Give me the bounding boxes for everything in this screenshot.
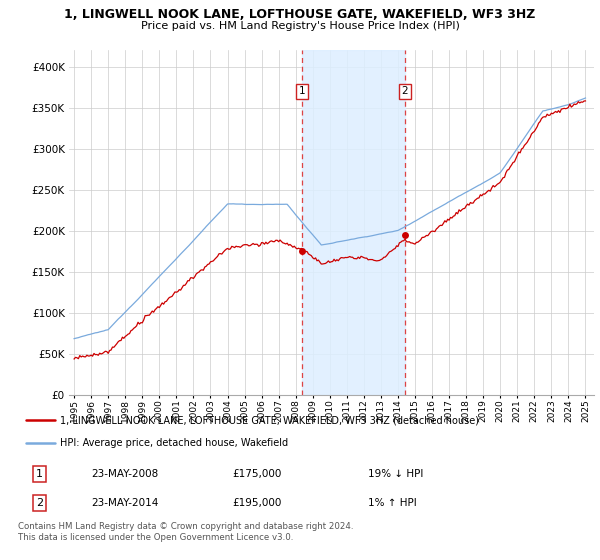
Text: £175,000: £175,000 xyxy=(232,469,281,479)
Text: Contains HM Land Registry data © Crown copyright and database right 2024.: Contains HM Land Registry data © Crown c… xyxy=(18,522,353,531)
Bar xyxy=(302,50,404,395)
Text: 1, LINGWELL NOOK LANE, LOFTHOUSE GATE, WAKEFIELD, WF3 3HZ (detached house): 1, LINGWELL NOOK LANE, LOFTHOUSE GATE, W… xyxy=(60,416,479,426)
Text: 1, LINGWELL NOOK LANE, LOFTHOUSE GATE, WAKEFIELD, WF3 3HZ: 1, LINGWELL NOOK LANE, LOFTHOUSE GATE, W… xyxy=(64,8,536,21)
Text: 2: 2 xyxy=(401,86,408,96)
Text: 1% ↑ HPI: 1% ↑ HPI xyxy=(368,498,416,508)
Text: 23-MAY-2014: 23-MAY-2014 xyxy=(91,498,158,508)
Text: 23-MAY-2008: 23-MAY-2008 xyxy=(91,469,158,479)
Text: 1: 1 xyxy=(299,86,305,96)
Text: 2: 2 xyxy=(36,498,43,508)
Text: 1: 1 xyxy=(36,469,43,479)
Text: This data is licensed under the Open Government Licence v3.0.: This data is licensed under the Open Gov… xyxy=(18,533,293,542)
Text: £195,000: £195,000 xyxy=(232,498,281,508)
Text: 19% ↓ HPI: 19% ↓ HPI xyxy=(368,469,423,479)
Text: HPI: Average price, detached house, Wakefield: HPI: Average price, detached house, Wake… xyxy=(60,438,289,448)
Text: Price paid vs. HM Land Registry's House Price Index (HPI): Price paid vs. HM Land Registry's House … xyxy=(140,21,460,31)
